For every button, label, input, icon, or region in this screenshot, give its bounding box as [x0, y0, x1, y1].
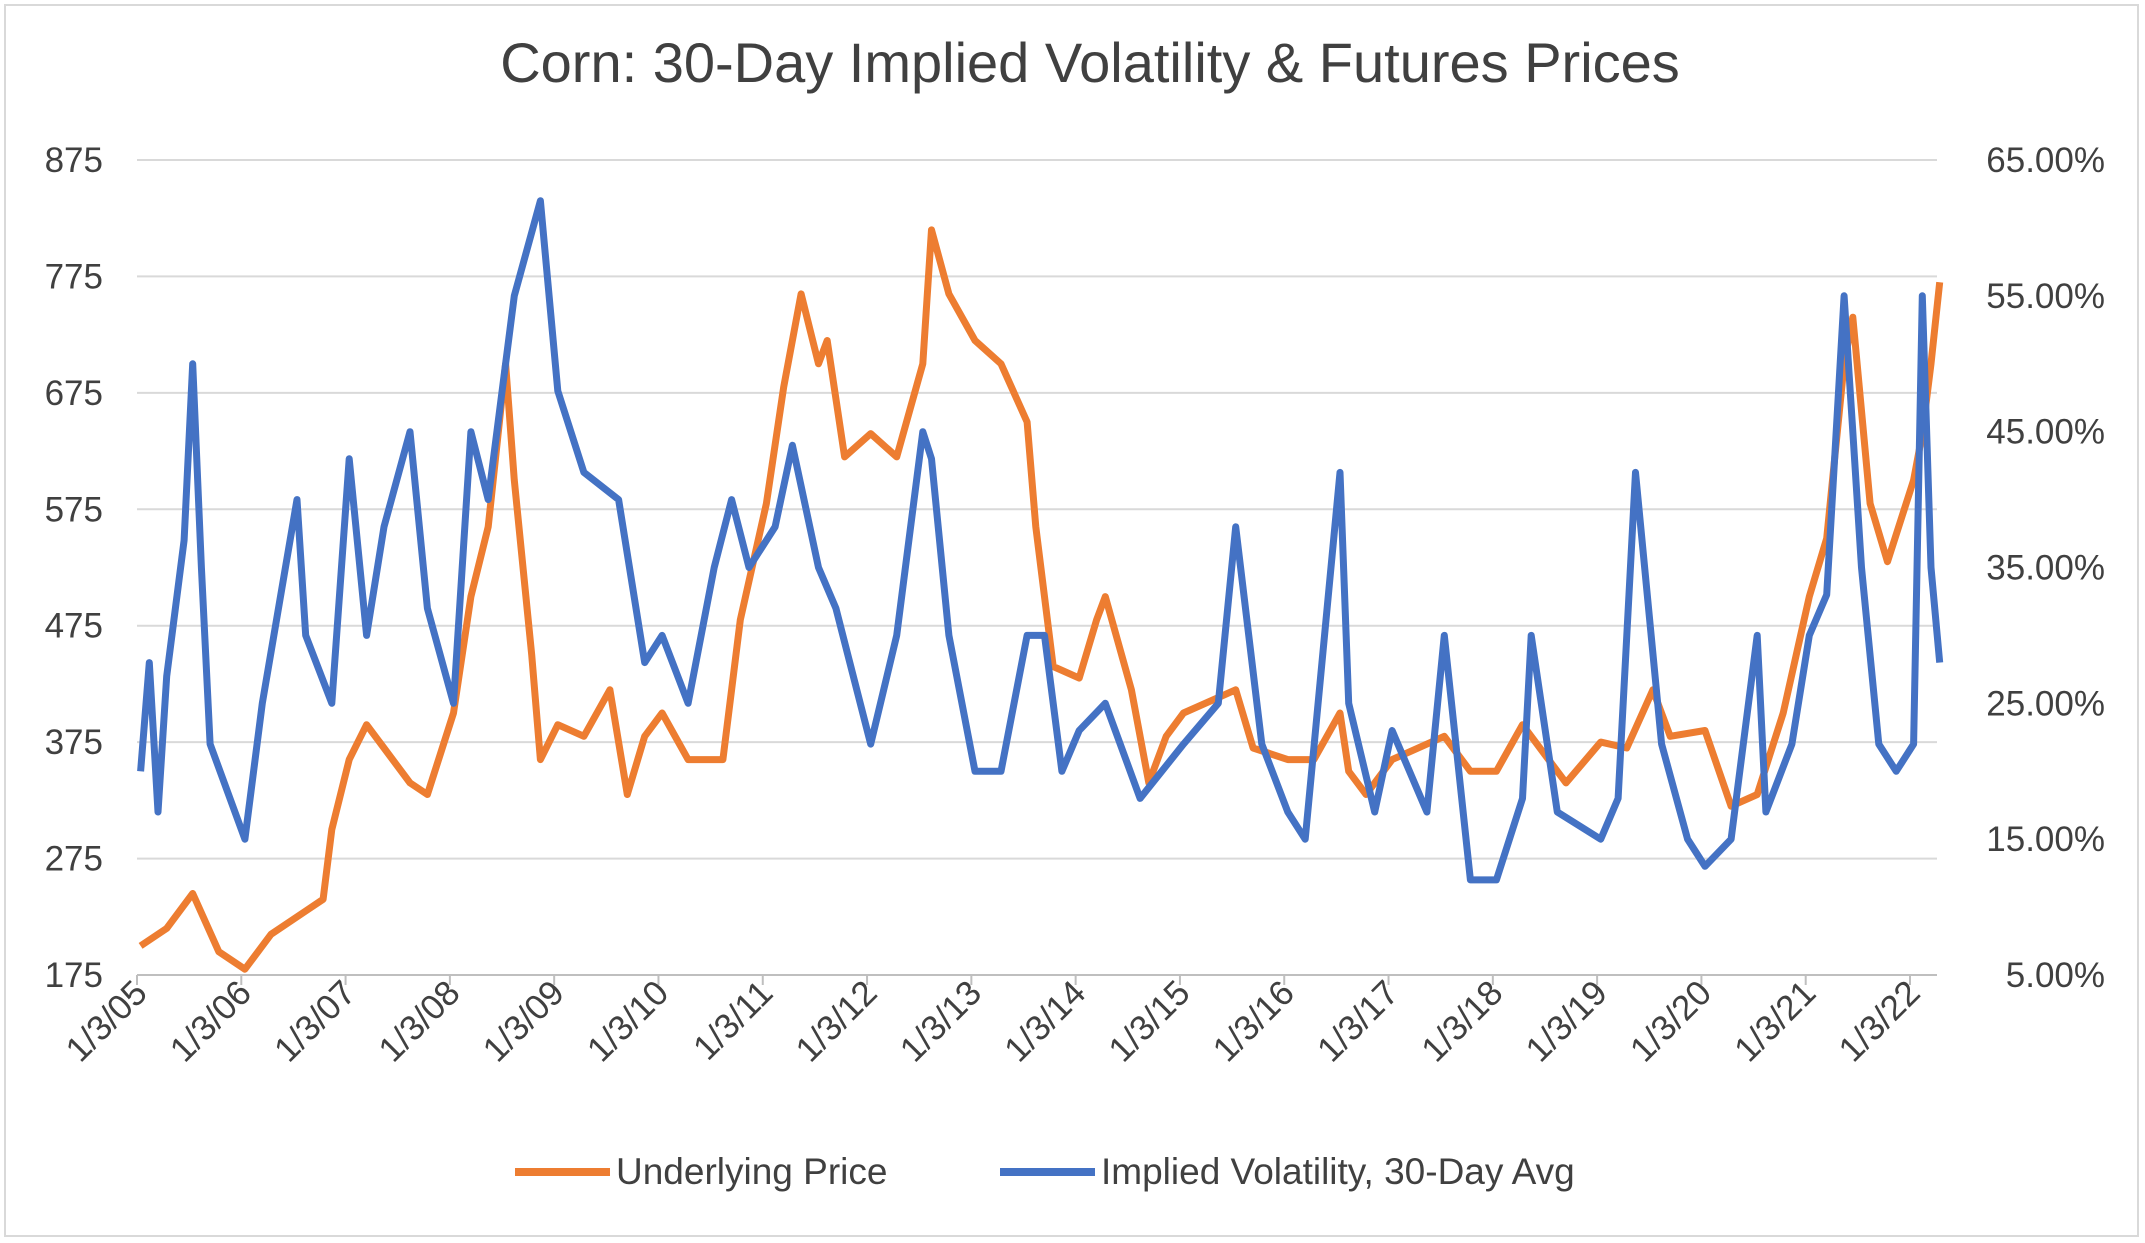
right-tick-label: 65.00%: [1986, 141, 2105, 180]
right-tick-label: 15.00%: [1986, 820, 2105, 859]
chart-frame: [4, 4, 2139, 1237]
price-line: [138, 226, 1944, 973]
series-lines: [137, 197, 1944, 973]
left-tick-label: 375: [45, 723, 103, 762]
x-tick-label: 1/3/16: [1206, 973, 1302, 1069]
right-tick-label: 5.00%: [2006, 956, 2105, 995]
left-tick-label: 275: [45, 840, 103, 879]
right-tick-label: 25.00%: [1986, 684, 2105, 723]
x-tick-label: 1/3/08: [371, 973, 467, 1069]
x-tick-label: 1/3/18: [1414, 973, 1510, 1069]
x-tick-label: 1/3/06: [163, 973, 259, 1069]
x-tick-label: 1/3/11: [686, 973, 781, 1068]
x-tick-label: 1/3/22: [1831, 973, 1927, 1069]
iv-line: [137, 197, 1944, 884]
right-tick-label: 35.00%: [1986, 549, 2105, 588]
left-tick-label: 575: [45, 490, 103, 529]
x-tick-label: 1/3/12: [788, 973, 884, 1069]
left-tick-label: 175: [45, 956, 103, 995]
x-tick-label: 1/3/09: [475, 973, 571, 1069]
x-axis-labels: 1/3/05 1/3/06 1/3/07 1/3/08 1/3/09 1/3/10 1/3/…: [58, 973, 1927, 1069]
x-tick-label: 1/3/19: [1518, 973, 1614, 1069]
x-tick-label: 1/3/14: [997, 973, 1093, 1069]
chart-title: Corn: 30-Day Implied Volatility & Future…: [500, 31, 1680, 94]
legend-label-iv: Implied Volatility, 30-Day Avg: [1101, 1151, 1575, 1192]
right-tick-label: 55.00%: [1986, 277, 2105, 316]
x-tick-label: 1/3/07: [267, 973, 363, 1069]
left-tick-label: 675: [45, 374, 103, 413]
gridlines: [137, 159, 1937, 976]
left-axis-labels: 875 775 675 575 475 375 275 175: [45, 141, 103, 995]
legend-label-price: Underlying Price: [616, 1151, 887, 1192]
x-tick-label: 1/3/10: [580, 973, 676, 1069]
x-tick-label: 1/3/15: [1101, 973, 1197, 1069]
left-tick-label: 475: [45, 607, 103, 646]
x-tick-label: 1/3/17: [1310, 973, 1406, 1069]
right-tick-label: 45.00%: [1986, 413, 2105, 452]
x-tick-label: 1/3/20: [1623, 973, 1719, 1069]
legend: Underlying Price Implied Volatility, 30-…: [515, 1151, 1575, 1192]
x-tick-label: 1/3/21: [1727, 973, 1823, 1069]
x-tick-label: 1/3/13: [893, 973, 989, 1069]
right-axis-labels: 65.00% 55.00% 45.00% 35.00% 25.00% 15.00% 5.00…: [1986, 141, 2105, 995]
left-tick-label: 775: [45, 257, 103, 296]
left-tick-label: 875: [45, 141, 103, 180]
